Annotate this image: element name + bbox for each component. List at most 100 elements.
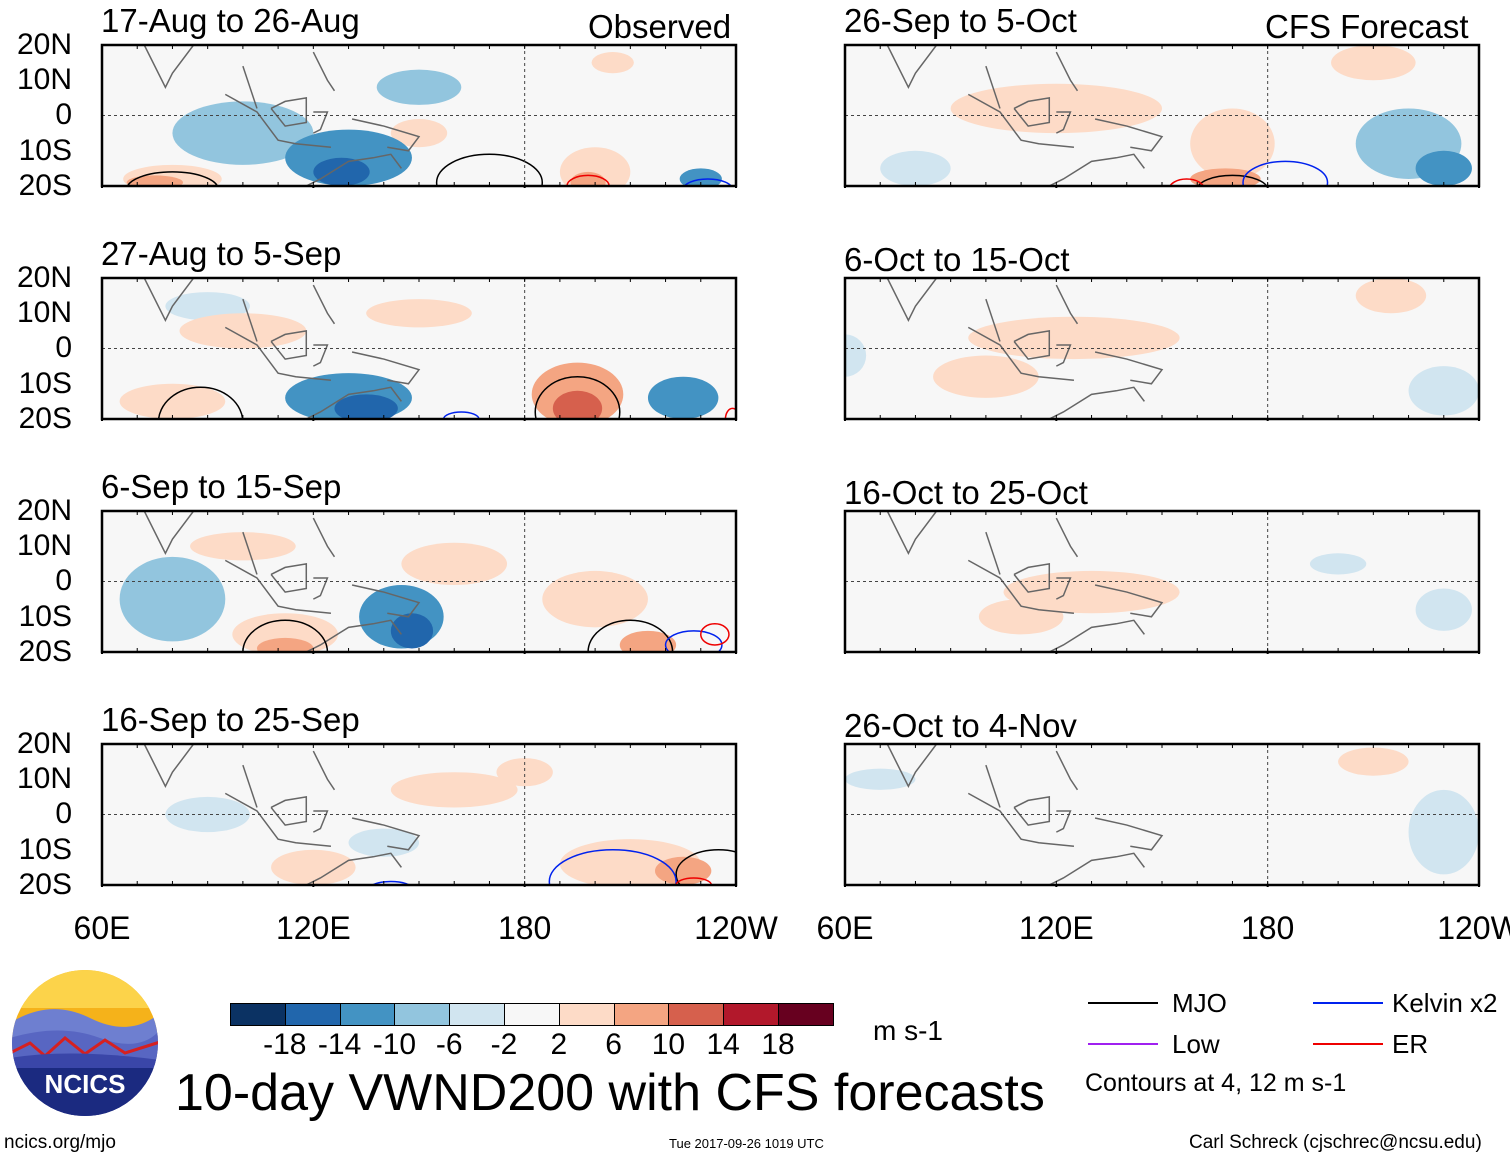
coastline: [143, 511, 195, 555]
wind-anomaly-region: [845, 334, 867, 377]
coastline: [967, 93, 1075, 148]
coastline: [1013, 795, 1051, 826]
mjo-contour: [587, 619, 674, 652]
wind-anomaly-region: [313, 157, 370, 186]
coastline: [351, 584, 421, 618]
mjo-legend-label: MJO: [1172, 988, 1227, 1018]
panel-title: 6-Sep to 15-Sep: [101, 468, 342, 505]
wind-anomaly-region: [334, 394, 398, 419]
wind-anomaly-region: [390, 613, 434, 649]
wind-anomaly-region: [376, 69, 462, 105]
panel-title: 26-Oct to 4-Nov: [844, 707, 1077, 744]
coastline: [351, 118, 421, 152]
low-legend-line: [1088, 1043, 1158, 1045]
coastline: [312, 810, 329, 833]
colorbar-tick-label: -2: [490, 1028, 518, 1061]
observed-label: Observed: [588, 8, 732, 45]
coastline: [1055, 750, 1079, 791]
x-tick-label: 120E: [1018, 910, 1094, 946]
colorbar-swatch: [394, 1003, 451, 1026]
y-tick-label: 20S: [18, 867, 72, 901]
y-tick-label: 20N: [16, 28, 72, 61]
coastline: [224, 792, 332, 847]
wind-anomaly-region: [348, 828, 419, 857]
coastline: [312, 517, 336, 558]
panel-title: 27-Aug to 5-Sep: [101, 235, 342, 272]
wind-anomaly-region: [1190, 108, 1275, 179]
y-tick-label: 20S: [18, 168, 72, 202]
footer-url[interactable]: ncics.org/mjo: [4, 1132, 116, 1153]
er-legend-line: [1313, 1043, 1383, 1045]
coastline: [1055, 51, 1079, 92]
coastline: [967, 326, 1075, 381]
wind-anomaly-region: [1415, 150, 1472, 186]
wind-anomaly-region: [978, 599, 1064, 635]
coastline: [143, 744, 195, 788]
footer-credit: Carl Schreck (cjschrec@ncsu.edu): [1189, 1132, 1482, 1153]
wind-anomaly-region: [619, 630, 677, 652]
y-tick-label: 10N: [16, 762, 72, 796]
kelvin-contour: [371, 880, 411, 885]
y-tick-label: 0: [55, 98, 72, 132]
coastline: [242, 764, 258, 808]
coastline: [143, 45, 195, 89]
er-contour: [700, 623, 730, 646]
wind-anomaly-region: [390, 772, 518, 808]
coastline: [1094, 584, 1164, 618]
coastline: [304, 386, 402, 419]
wind-anomaly-region: [845, 768, 916, 790]
coastline: [1013, 96, 1051, 127]
coastline: [1055, 577, 1072, 600]
y-tick-label: 20S: [18, 634, 72, 668]
wind-anomaly-region: [1408, 789, 1479, 875]
colorbar-tick-label: -18: [263, 1028, 307, 1061]
mjo-legend-line: [1088, 1002, 1158, 1004]
colorbar-swatch: [230, 1003, 286, 1026]
coastline: [242, 298, 258, 342]
ncics-logo: NCICS: [12, 970, 158, 1116]
colorbar-tick-label: 6: [605, 1028, 622, 1061]
coastline: [886, 744, 938, 788]
colorbar-unit: m s-1: [873, 1015, 943, 1046]
coastline: [312, 577, 329, 600]
colorbar-swatch: [668, 1003, 725, 1026]
coastline: [270, 562, 308, 593]
colorbar-tick-label: -14: [317, 1028, 362, 1061]
wind-anomaly-region: [552, 390, 603, 419]
coastline: [967, 559, 1075, 614]
colorbar-swatch: [613, 1003, 670, 1026]
wind-anomaly-region: [647, 376, 719, 419]
map-panel: [843, 276, 1481, 421]
colorbar-tick-label: 2: [550, 1028, 568, 1061]
colorbar-tick-label: -6: [435, 1028, 463, 1061]
coastline: [1047, 386, 1145, 419]
wind-anomaly-region: [165, 292, 250, 321]
wind-anomaly-region: [401, 542, 508, 586]
panel-title: 26-Sep to 5-Oct: [844, 2, 1077, 39]
panel-title: 6-Oct to 15-Oct: [844, 241, 1070, 278]
y-tick-label: 20N: [16, 261, 72, 294]
coastline: [224, 326, 332, 381]
panel-title: 17-Aug to 26-Aug: [101, 2, 360, 39]
coastline: [1094, 118, 1164, 152]
wind-anomaly-region: [1408, 366, 1479, 416]
wind-anomaly-region: [190, 532, 296, 561]
coastline: [270, 795, 308, 826]
coastline: [886, 45, 938, 89]
coastline: [312, 51, 336, 92]
colorbar-swatch: [449, 1003, 505, 1026]
map-panel: [100, 276, 738, 421]
panel-title: 16-Sep to 25-Sep: [101, 701, 360, 738]
map-panel: [100, 509, 738, 654]
wind-anomaly-region: [1331, 45, 1416, 81]
y-tick-label: 20S: [18, 401, 72, 435]
y-tick-label: 10N: [16, 529, 72, 563]
wind-anomaly-region: [256, 637, 314, 652]
kelvin-legend-line: [1313, 1002, 1383, 1004]
coastline: [224, 93, 332, 148]
coastline: [1047, 153, 1145, 186]
coastline: [1055, 517, 1079, 558]
kelvin-contour: [683, 178, 733, 186]
figure-title: 10-day VWND200 with CFS forecasts: [175, 1064, 1045, 1122]
